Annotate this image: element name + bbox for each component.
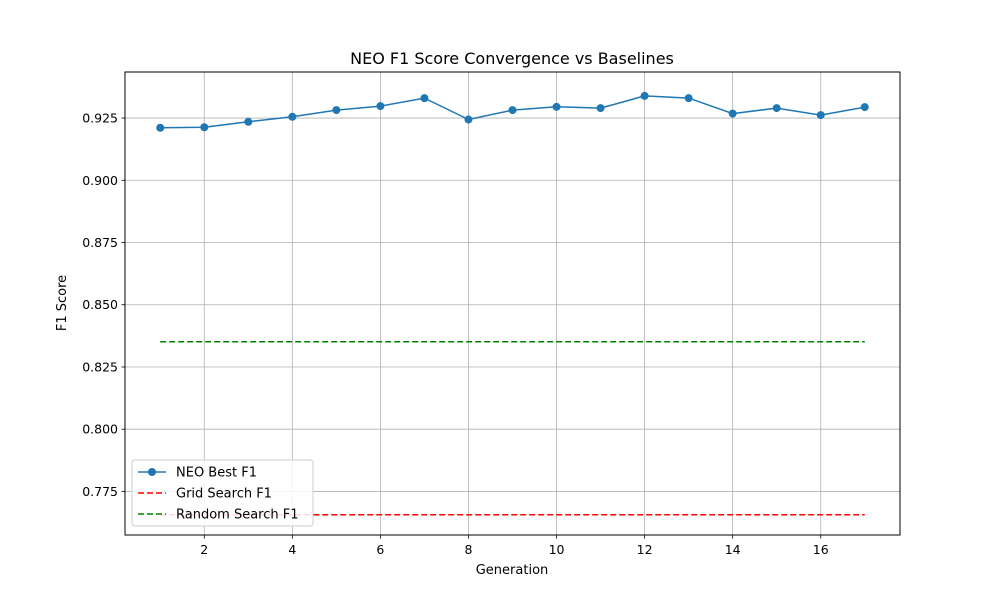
data-point bbox=[200, 123, 209, 132]
y-tick-label: 0.800 bbox=[82, 422, 118, 437]
data-point bbox=[552, 102, 561, 111]
data-point bbox=[464, 115, 473, 124]
x-tick-label: 2 bbox=[200, 542, 208, 557]
data-point bbox=[772, 104, 781, 113]
chart-title: NEO F1 Score Convergence vs Baselines bbox=[350, 49, 674, 68]
data-point bbox=[376, 102, 385, 111]
x-tick-label: 4 bbox=[288, 542, 296, 557]
data-point bbox=[816, 111, 825, 120]
y-axis-title: F1 Score bbox=[55, 275, 70, 331]
y-tick-label: 0.875 bbox=[82, 235, 118, 250]
y-tick-label: 0.775 bbox=[82, 484, 118, 499]
x-tick-label: 16 bbox=[813, 542, 829, 557]
legend-label: Random Search F1 bbox=[176, 508, 299, 523]
data-point bbox=[156, 123, 165, 132]
x-axis-title: Generation bbox=[476, 563, 549, 578]
data-point bbox=[244, 117, 253, 126]
data-point bbox=[640, 91, 649, 100]
data-point bbox=[288, 112, 297, 121]
legend-label: NEO Best F1 bbox=[176, 466, 257, 481]
data-point bbox=[860, 103, 869, 112]
y-tick-label: 0.925 bbox=[82, 111, 118, 126]
data-point bbox=[332, 106, 341, 115]
legend-marker bbox=[148, 468, 156, 476]
data-point bbox=[684, 94, 693, 103]
data-point bbox=[508, 106, 517, 115]
y-tick-label: 0.850 bbox=[82, 297, 118, 312]
x-tick-label: 8 bbox=[464, 542, 472, 557]
x-tick-label: 12 bbox=[637, 542, 653, 557]
data-point bbox=[596, 104, 605, 113]
plot-area bbox=[156, 91, 869, 516]
grid-lines bbox=[125, 72, 900, 535]
y-tick-label: 0.900 bbox=[82, 173, 118, 188]
axis-ticks: 2 4 6 8 10 12 14 16 0.775 0.800 0.825 0.850 0.875 0.9… bbox=[82, 111, 829, 557]
legend: NEO Best F1 Grid Search F1 Random Search F… bbox=[131, 459, 314, 527]
plot-frame bbox=[124, 71, 901, 536]
legend-box bbox=[131, 459, 314, 527]
data-point bbox=[420, 94, 429, 103]
legend-label: Grid Search F1 bbox=[176, 487, 272, 502]
x-tick-label: 14 bbox=[725, 542, 741, 557]
x-tick-label: 10 bbox=[549, 542, 565, 557]
y-tick-label: 0.825 bbox=[82, 359, 118, 374]
data-point bbox=[728, 109, 737, 118]
x-tick-label: 6 bbox=[376, 542, 384, 557]
